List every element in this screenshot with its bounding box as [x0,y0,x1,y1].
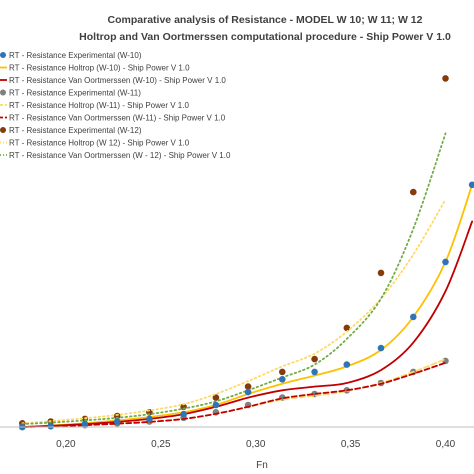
legend-item-9: RT - Resistance Van Oortmerssen (W - 12)… [0,151,231,160]
series-1-point-6 [180,410,187,418]
series-layer [19,75,474,431]
legend: RT - Resistance Experimental (W-10) RT - … [0,51,231,160]
legend-label-3: RT - Resistance Van Oortmerssen (W-10) -… [9,76,226,85]
x-tick-layer: 0,20 0,25 0,30 0,35 0,40 [56,439,456,450]
legend-item-6: RT - Resistance Van Oortmerssen (W-11) -… [0,114,226,123]
series-1-point-9 [279,376,286,383]
series-7-point-13 [410,188,417,196]
legend-item-2: RT - Resistance Holtrop (W-10) - Ship Po… [0,64,190,73]
legend-label-7: RT - Resistance Experimental (W-12) [9,126,142,135]
x-tick-label-5: 0,40 [436,439,456,450]
legend-marker-1 [0,52,6,58]
series-1-point-10 [311,368,318,376]
x-tick-label-3: 0,30 [246,439,266,450]
legend-item-7: RT - Resistance Experimental (W-12) [0,126,142,135]
legend-label-9: RT - Resistance Van Oortmerssen (W - 12)… [9,151,231,160]
series-1-point-12 [377,344,385,352]
series-8 [21,198,447,425]
chart-title: Comparative analysis of Resistance - MOD… [108,14,423,26]
x-axis-label: Fn [256,460,268,471]
series-1-point-4 [113,418,121,425]
series-7-point-14 [442,75,449,82]
series-7-point-11 [343,324,351,332]
x-tick-label-2: 0,25 [151,439,171,450]
legend-marker-4 [0,89,6,96]
legend-marker-7 [0,127,6,133]
series-1-point-11 [343,361,351,368]
legend-label-5: RT - Resistance Holtrop (W-11) - Ship Po… [9,101,189,110]
series-1-point-15 [468,181,474,189]
series-9-line [21,132,447,425]
legend-item-5: RT - Resistance Holtrop (W-11) - Ship Po… [0,101,189,110]
legend-label-8: RT - Resistance Holtrop (W 12) - Ship Po… [9,139,190,148]
chart-subtitle: Holtrop and Van Oortmerssen computationa… [79,31,451,43]
series-1-point-8 [244,388,252,396]
series-7-point-7 [212,394,220,401]
series-3 [21,220,473,428]
series-1 [19,181,474,431]
series-1-point-2 [47,422,54,430]
series-7-point-12 [377,269,385,277]
series-3-line [21,220,473,428]
series-7-point-9 [279,368,286,376]
legend-label-6: RT - Resistance Van Oortmerssen (W-11) -… [9,114,226,123]
series-1-point-3 [81,420,89,428]
x-tick-label-1: 0,20 [56,439,76,450]
series-7-point-10 [311,355,318,363]
x-tick-label-4: 0,35 [341,439,361,450]
legend-item-1: RT - Resistance Experimental (W-10) [0,51,142,60]
legend-item-8: RT - Resistance Holtrop (W 12) - Ship Po… [0,139,190,148]
series-1-point-7 [212,401,220,409]
legend-item-3: RT - Resistance Van Oortmerssen (W-10) -… [0,76,226,85]
series-9 [21,132,447,425]
series-8-line [21,198,447,425]
series-7-point-8 [244,383,252,390]
series-1-point-5 [146,415,153,423]
legend-label-4: RT - Resistance Experimental (W-11) [9,89,141,98]
legend-label-2: RT - Resistance Holtrop (W-10) - Ship Po… [9,64,190,73]
legend-label-1: RT - Resistance Experimental (W-10) [9,51,142,60]
series-1-point-14 [442,258,449,266]
legend-item-4: RT - Resistance Experimental (W-11) [0,89,141,98]
series-1-point-13 [410,313,417,321]
